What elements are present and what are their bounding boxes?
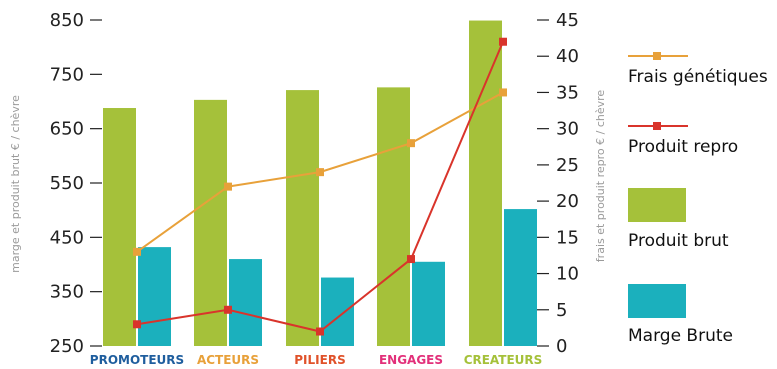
legend-marker [653,52,661,60]
right-axis-tick-label: 40 [556,46,579,67]
right-axis: 0 5 10 15 20 25 30 35 40 45 [537,10,579,357]
bar-marge-brute [321,277,354,346]
point-produit-repro [316,327,324,336]
bar-marge-brute [229,259,262,346]
right-axis-tick-label: 30 [556,119,579,140]
legend-item-marge-brute: Marge Brute [628,284,733,346]
left-axis-tick-label: 550 [50,173,84,194]
bar-produit-brut [286,90,319,346]
bar-produit-brut [194,99,227,347]
legend-marker [653,122,661,130]
bar-marge-brute [138,247,171,346]
legend-item-produit-brut: Produit brut [628,188,729,251]
point-produit-repro [224,305,232,314]
bar-marge-brute [412,261,445,346]
category-label: ENGAGES [379,353,443,367]
right-axis-title: frais et produit repro € / chèvre [594,90,607,263]
legend: Frais génétiques Produit repro Produit bru… [628,52,768,346]
point-frais-genetiques [499,88,507,97]
bar-marge-brute [504,209,537,346]
legend-item-frais-genetiques: Frais génétiques [628,52,768,87]
bar-produit-brut [377,87,410,346]
category-label: PILIERS [294,353,345,367]
point-frais-genetiques [224,182,232,191]
left-axis-tick-label: 350 [50,282,84,303]
point-frais-genetiques [133,247,141,256]
left-axis-tick-label: 850 [50,10,84,31]
legend-label: Frais génétiques [628,67,768,87]
right-axis-tick-label: 15 [556,227,579,248]
left-axis-tick-label: 750 [50,64,84,85]
line-produit-repro [136,41,504,333]
left-axis: 250 350 450 550 650 750 850 [50,10,102,357]
left-axis-tick-label: 250 [50,336,84,357]
category-label: PROMOTEURS [90,353,184,367]
right-axis-tick-label: 0 [556,336,567,357]
legend-label: Produit repro [628,137,738,157]
point-produit-repro [133,320,141,329]
point-produit-repro [499,37,507,46]
bar-produit-brut [103,108,136,347]
left-axis-tick-label: 450 [50,227,84,248]
point-frais-genetiques [407,139,415,148]
legend-swatch [628,188,686,222]
legend-item-produit-repro: Produit repro [628,122,738,157]
category-label: ACTEURS [197,353,259,367]
legend-label: Marge Brute [628,326,733,346]
point-frais-genetiques [316,168,324,177]
legend-swatch [628,284,686,318]
right-axis-tick-label: 5 [556,300,567,321]
right-axis-tick-label: 45 [556,10,579,31]
category-label: CREATEURS [464,353,543,367]
right-axis-tick-label: 25 [556,155,579,176]
left-axis-tick-label: 650 [50,119,84,140]
left-axis-title: marge et produit brut € / chèvre [9,95,22,273]
point-produit-repro [407,255,415,264]
category-labels: PROMOTEURS ACTEURS PILIERS ENGAGES CREATEURS [90,353,543,367]
right-axis-tick-label: 20 [556,191,579,212]
legend-label: Produit brut [628,231,729,251]
lines [133,37,507,336]
right-axis-tick-label: 35 [556,82,579,103]
bar-produit-brut [469,20,502,346]
bars [103,20,537,347]
right-axis-tick-label: 10 [556,264,579,285]
